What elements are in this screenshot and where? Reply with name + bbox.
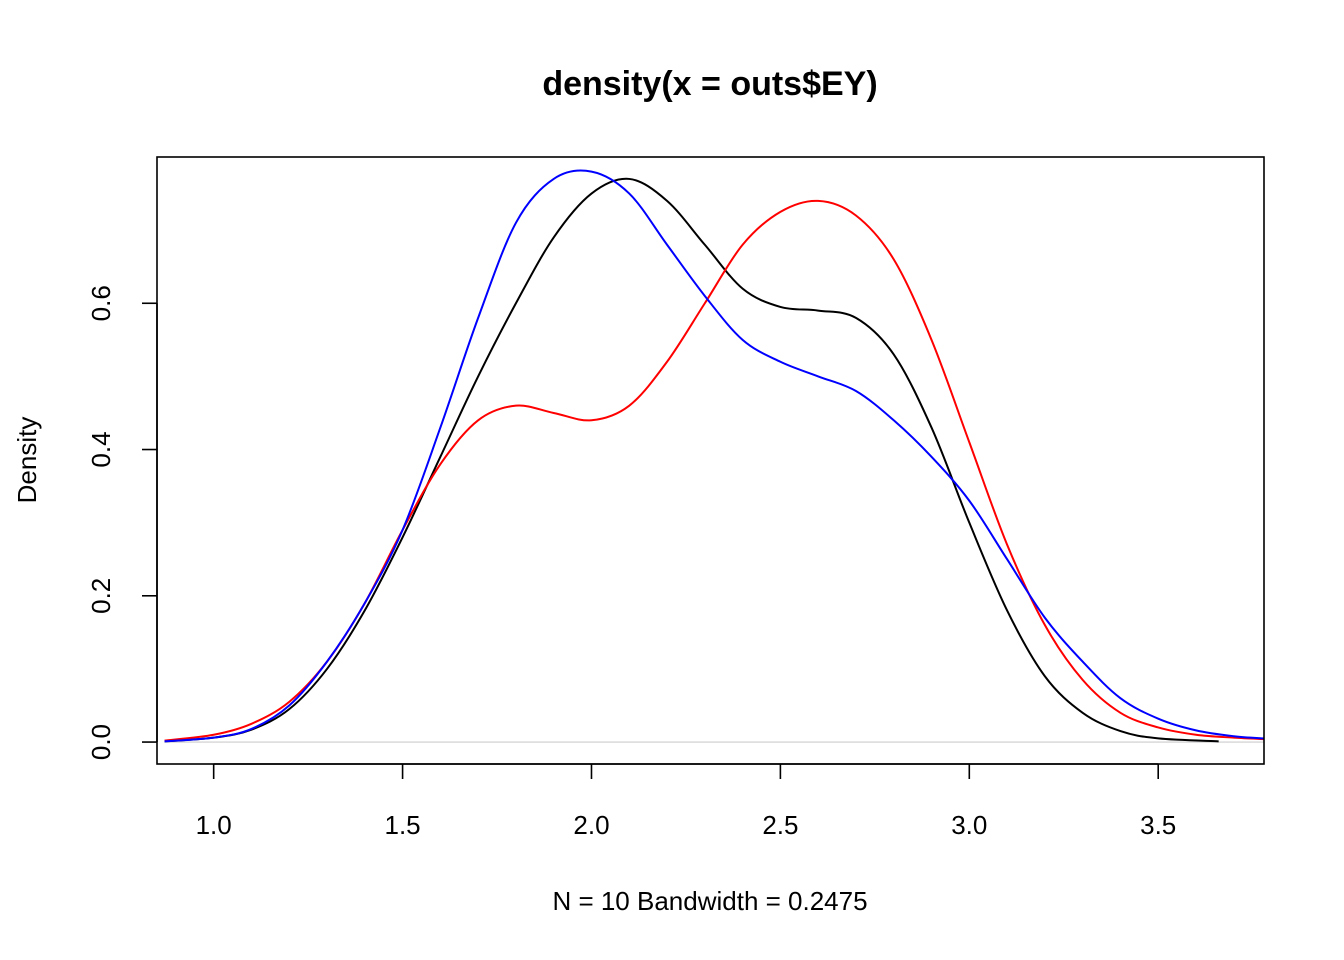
y-tick-label: 0.4: [86, 431, 116, 467]
x-tick-label: 1.0: [196, 810, 232, 840]
density-line-1: [164, 177, 1219, 743]
y-axis: 0.0 0.2 0.4 0.6: [86, 285, 158, 760]
y-axis-label: Density: [12, 417, 42, 504]
density-line-3: [164, 169, 1264, 743]
x-tick-label: 2.5: [762, 810, 798, 840]
x-axis: 1.0 1.5 2.0 2.5 3.0 3.5: [196, 763, 1176, 840]
chart-title: density(x = outs$EY): [542, 65, 877, 103]
x-tick-label: 1.5: [385, 810, 421, 840]
y-tick-label: 0.2: [86, 578, 116, 614]
y-tick-label: 0.6: [86, 285, 116, 321]
x-tick-label: 3.5: [1140, 810, 1176, 840]
x-tick-label: 2.0: [573, 810, 609, 840]
y-tick-label: 0.0: [86, 724, 116, 760]
x-tick-label: 3.0: [951, 810, 987, 840]
x-axis-label: N = 10 Bandwidth = 0.2475: [552, 886, 867, 916]
plot-area: [164, 169, 1264, 743]
